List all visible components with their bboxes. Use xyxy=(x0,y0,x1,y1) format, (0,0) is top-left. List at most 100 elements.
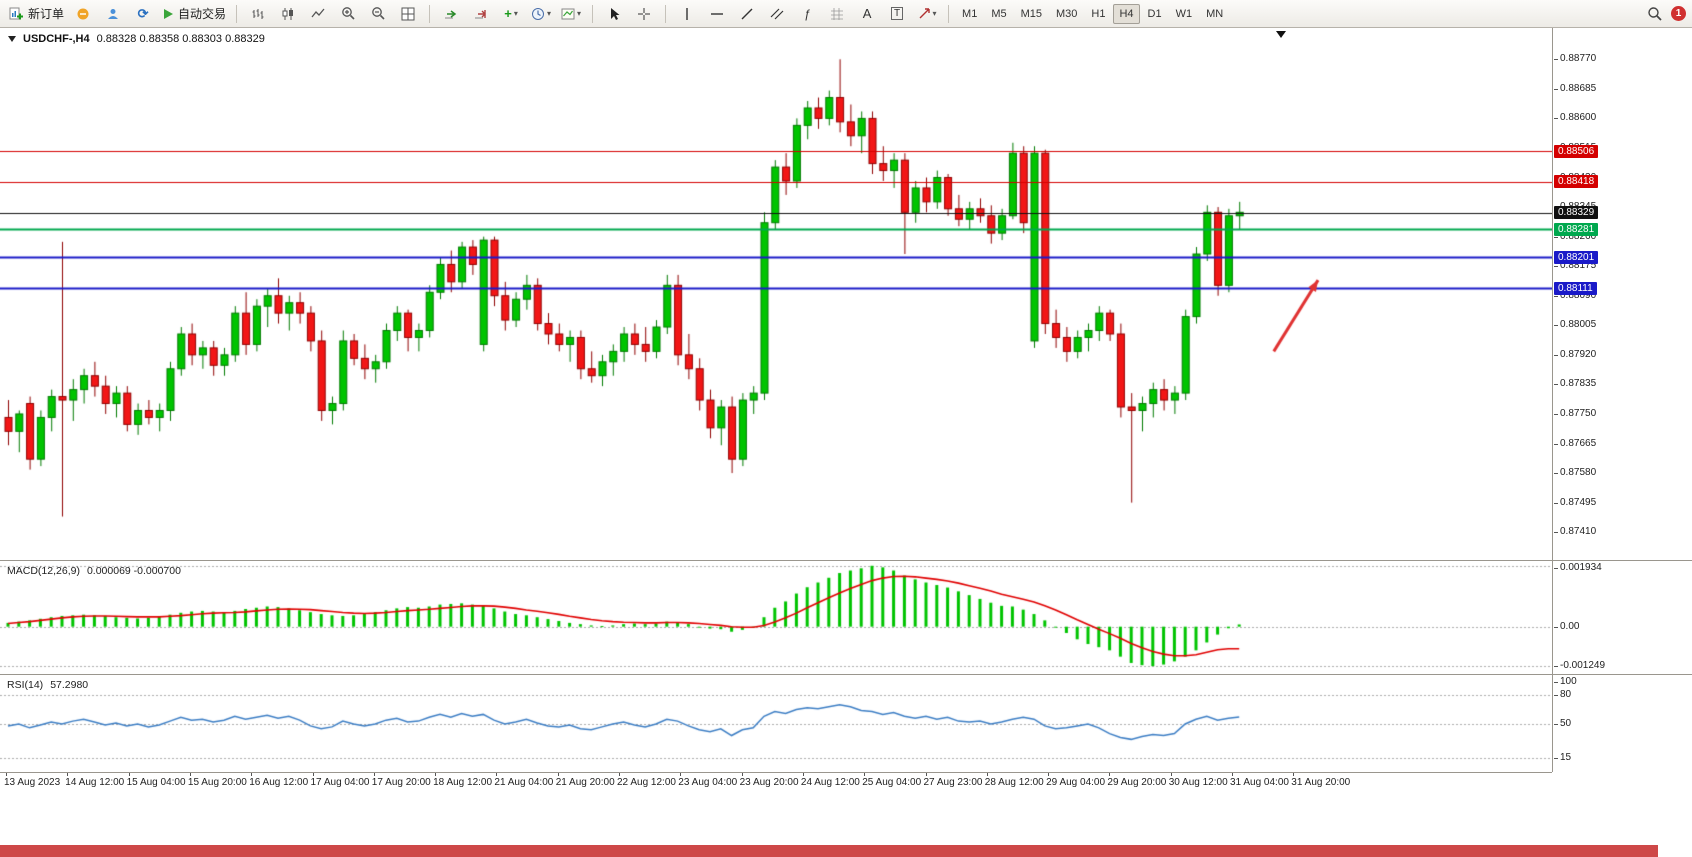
fibonacci-tool[interactable]: ƒ xyxy=(793,3,821,25)
label-icon: T xyxy=(890,7,904,20)
timeframe-h1-button[interactable]: H1 xyxy=(1085,4,1111,24)
add-indicator-button[interactable]: + ▾ xyxy=(497,3,525,25)
horizontal-line-icon xyxy=(710,8,724,20)
current-price-label: 0.88329 xyxy=(1554,206,1599,220)
new-order-icon xyxy=(9,6,24,21)
price-tick-label: 0.87835 xyxy=(1553,378,1597,390)
shapes-icon xyxy=(918,7,931,20)
bottom-strip xyxy=(0,845,1658,857)
macd-axis[interactable]: 0.001934 0.00 -0.001249 xyxy=(1553,562,1692,674)
auto-trading-label: 自动交易 xyxy=(178,7,227,21)
channel-tool[interactable] xyxy=(763,3,791,25)
notification-badge[interactable]: 1 xyxy=(1671,6,1686,21)
time-axis-label: 17 Aug 20:00 xyxy=(371,773,431,788)
horizontal-line-tool[interactable] xyxy=(703,3,731,25)
grid-tool[interactable] xyxy=(823,3,851,25)
time-axis-label: 29 Aug 20:00 xyxy=(1107,773,1167,788)
timeframe-d1-button[interactable]: D1 xyxy=(1142,4,1168,24)
new-order-button[interactable]: 新订单 xyxy=(6,3,67,25)
fibonacci-icon: ƒ xyxy=(803,6,811,21)
shapes-tool[interactable]: ▾ xyxy=(913,3,941,25)
toolbar-separator xyxy=(429,4,431,23)
rsi-indicator-label: RSI(14) xyxy=(7,679,44,691)
macd-indicator-values: 0.000069 -0.000700 xyxy=(86,565,181,577)
chart-shift-marker[interactable] xyxy=(1276,31,1286,38)
time-axis-label: 13 Aug 2023 xyxy=(4,773,61,788)
vertical-line-tool[interactable] xyxy=(673,3,701,25)
time-axis[interactable]: 13 Aug 2023 14 Aug 12:00 15 Aug 04:00 15 Au… xyxy=(0,772,1552,793)
add-indicator-icon: + xyxy=(504,6,512,21)
timeframe-mn-button[interactable]: MN xyxy=(1200,4,1229,24)
tile-windows-button[interactable] xyxy=(394,3,422,25)
macd-tick-label: 0.00 xyxy=(1553,620,1580,632)
auto-trading-button[interactable]: 自动交易 xyxy=(159,3,229,25)
cursor-button[interactable] xyxy=(600,3,628,25)
rsi-axis[interactable]: 100 80 50 15 xyxy=(1553,676,1692,772)
timeframe-h4-button[interactable]: H4 xyxy=(1113,3,1140,24)
timeframe-m30-button[interactable]: M30 xyxy=(1050,4,1083,24)
crosshair-button[interactable] xyxy=(630,3,658,25)
price-tick-label: 0.87410 xyxy=(1553,526,1597,538)
candlestick-chart-icon xyxy=(281,7,295,21)
periods-button[interactable]: ▾ xyxy=(527,3,555,25)
time-axis-label: 17 Aug 04:00 xyxy=(310,773,370,788)
community-button[interactable] xyxy=(99,3,127,25)
candlestick-mode-button[interactable] xyxy=(274,3,302,25)
pane-splitter[interactable] xyxy=(0,560,1692,561)
chart-shift-button[interactable] xyxy=(467,3,495,25)
rsi-indicator-value: 57.2980 xyxy=(50,679,89,691)
line-chart-mode-button[interactable] xyxy=(304,3,332,25)
time-axis-label: 22 Aug 12:00 xyxy=(617,773,676,788)
price-tick-label: 0.88175 xyxy=(1553,260,1597,272)
toolbar-separator xyxy=(592,4,594,23)
time-axis-label: 18 Aug 12:00 xyxy=(433,773,493,788)
bar-chart-mode-button[interactable] xyxy=(244,3,272,25)
macd-pane-canvas[interactable] xyxy=(0,562,1552,674)
chart-ohlc-values: 0.88328 0.88358 0.88303 0.88329 xyxy=(96,33,265,45)
vertical-line-icon xyxy=(681,7,693,21)
template-icon xyxy=(561,7,575,21)
time-axis-label: 29 Aug 04:00 xyxy=(1046,773,1106,788)
toolbar-separator xyxy=(236,4,238,23)
price-tick-label: 0.88685 xyxy=(1553,82,1597,94)
new-order-label: 新订单 xyxy=(28,7,65,21)
zoom-in-button[interactable] xyxy=(334,3,362,25)
sync-button[interactable]: ⟳ xyxy=(129,3,157,25)
timeframe-m5-button[interactable]: M5 xyxy=(985,4,1012,24)
time-axis-label: 24 Aug 12:00 xyxy=(800,773,860,788)
price-tick-label: 0.88600 xyxy=(1553,112,1597,124)
timeframe-m1-button[interactable]: M1 xyxy=(956,4,983,24)
zoom-out-icon xyxy=(371,6,386,21)
channel-icon xyxy=(770,7,784,21)
time-axis-label: 27 Aug 23:00 xyxy=(923,773,983,788)
price-tick-label: 0.87495 xyxy=(1553,496,1597,508)
chart-title: USDCHF-,H4 0.88328 0.88358 0.88303 0.883… xyxy=(8,33,265,45)
price-axis[interactable]: 0.887700.886850.886000.885150.884300.883… xyxy=(1553,28,1692,560)
templates-button[interactable]: ▾ xyxy=(557,3,585,25)
trendline-tool[interactable] xyxy=(733,3,761,25)
toolbar-separator xyxy=(948,4,950,23)
chart-symbol-timeframe: USDCHF-,H4 xyxy=(23,33,90,45)
price-tick-label: 0.87920 xyxy=(1553,348,1597,360)
timeframe-m15-button[interactable]: M15 xyxy=(1015,4,1048,24)
rsi-tick-label: 50 xyxy=(1553,718,1572,729)
time-axis-label: 23 Aug 20:00 xyxy=(739,773,799,788)
time-axis-label: 28 Aug 12:00 xyxy=(984,773,1044,788)
clock-icon xyxy=(531,7,545,21)
timeframe-w1-button[interactable]: W1 xyxy=(1170,4,1199,24)
zoom-out-button[interactable] xyxy=(364,3,392,25)
level-price-label: 0.88111 xyxy=(1554,281,1597,295)
label-tool[interactable]: T xyxy=(883,3,911,25)
search-button[interactable] xyxy=(1641,3,1669,25)
text-tool[interactable]: A xyxy=(853,3,881,25)
pane-splitter[interactable] xyxy=(0,674,1692,675)
market-button[interactable] xyxy=(69,3,97,25)
rsi-pane-canvas[interactable] xyxy=(0,676,1552,772)
trendline-icon xyxy=(740,7,754,21)
auto-scroll-button[interactable] xyxy=(437,3,465,25)
time-axis-label: 14 Aug 12:00 xyxy=(65,773,125,788)
crosshair-icon xyxy=(637,7,651,21)
chart-menu-icon[interactable] xyxy=(8,36,16,42)
main-chart-canvas[interactable] xyxy=(0,28,1552,560)
